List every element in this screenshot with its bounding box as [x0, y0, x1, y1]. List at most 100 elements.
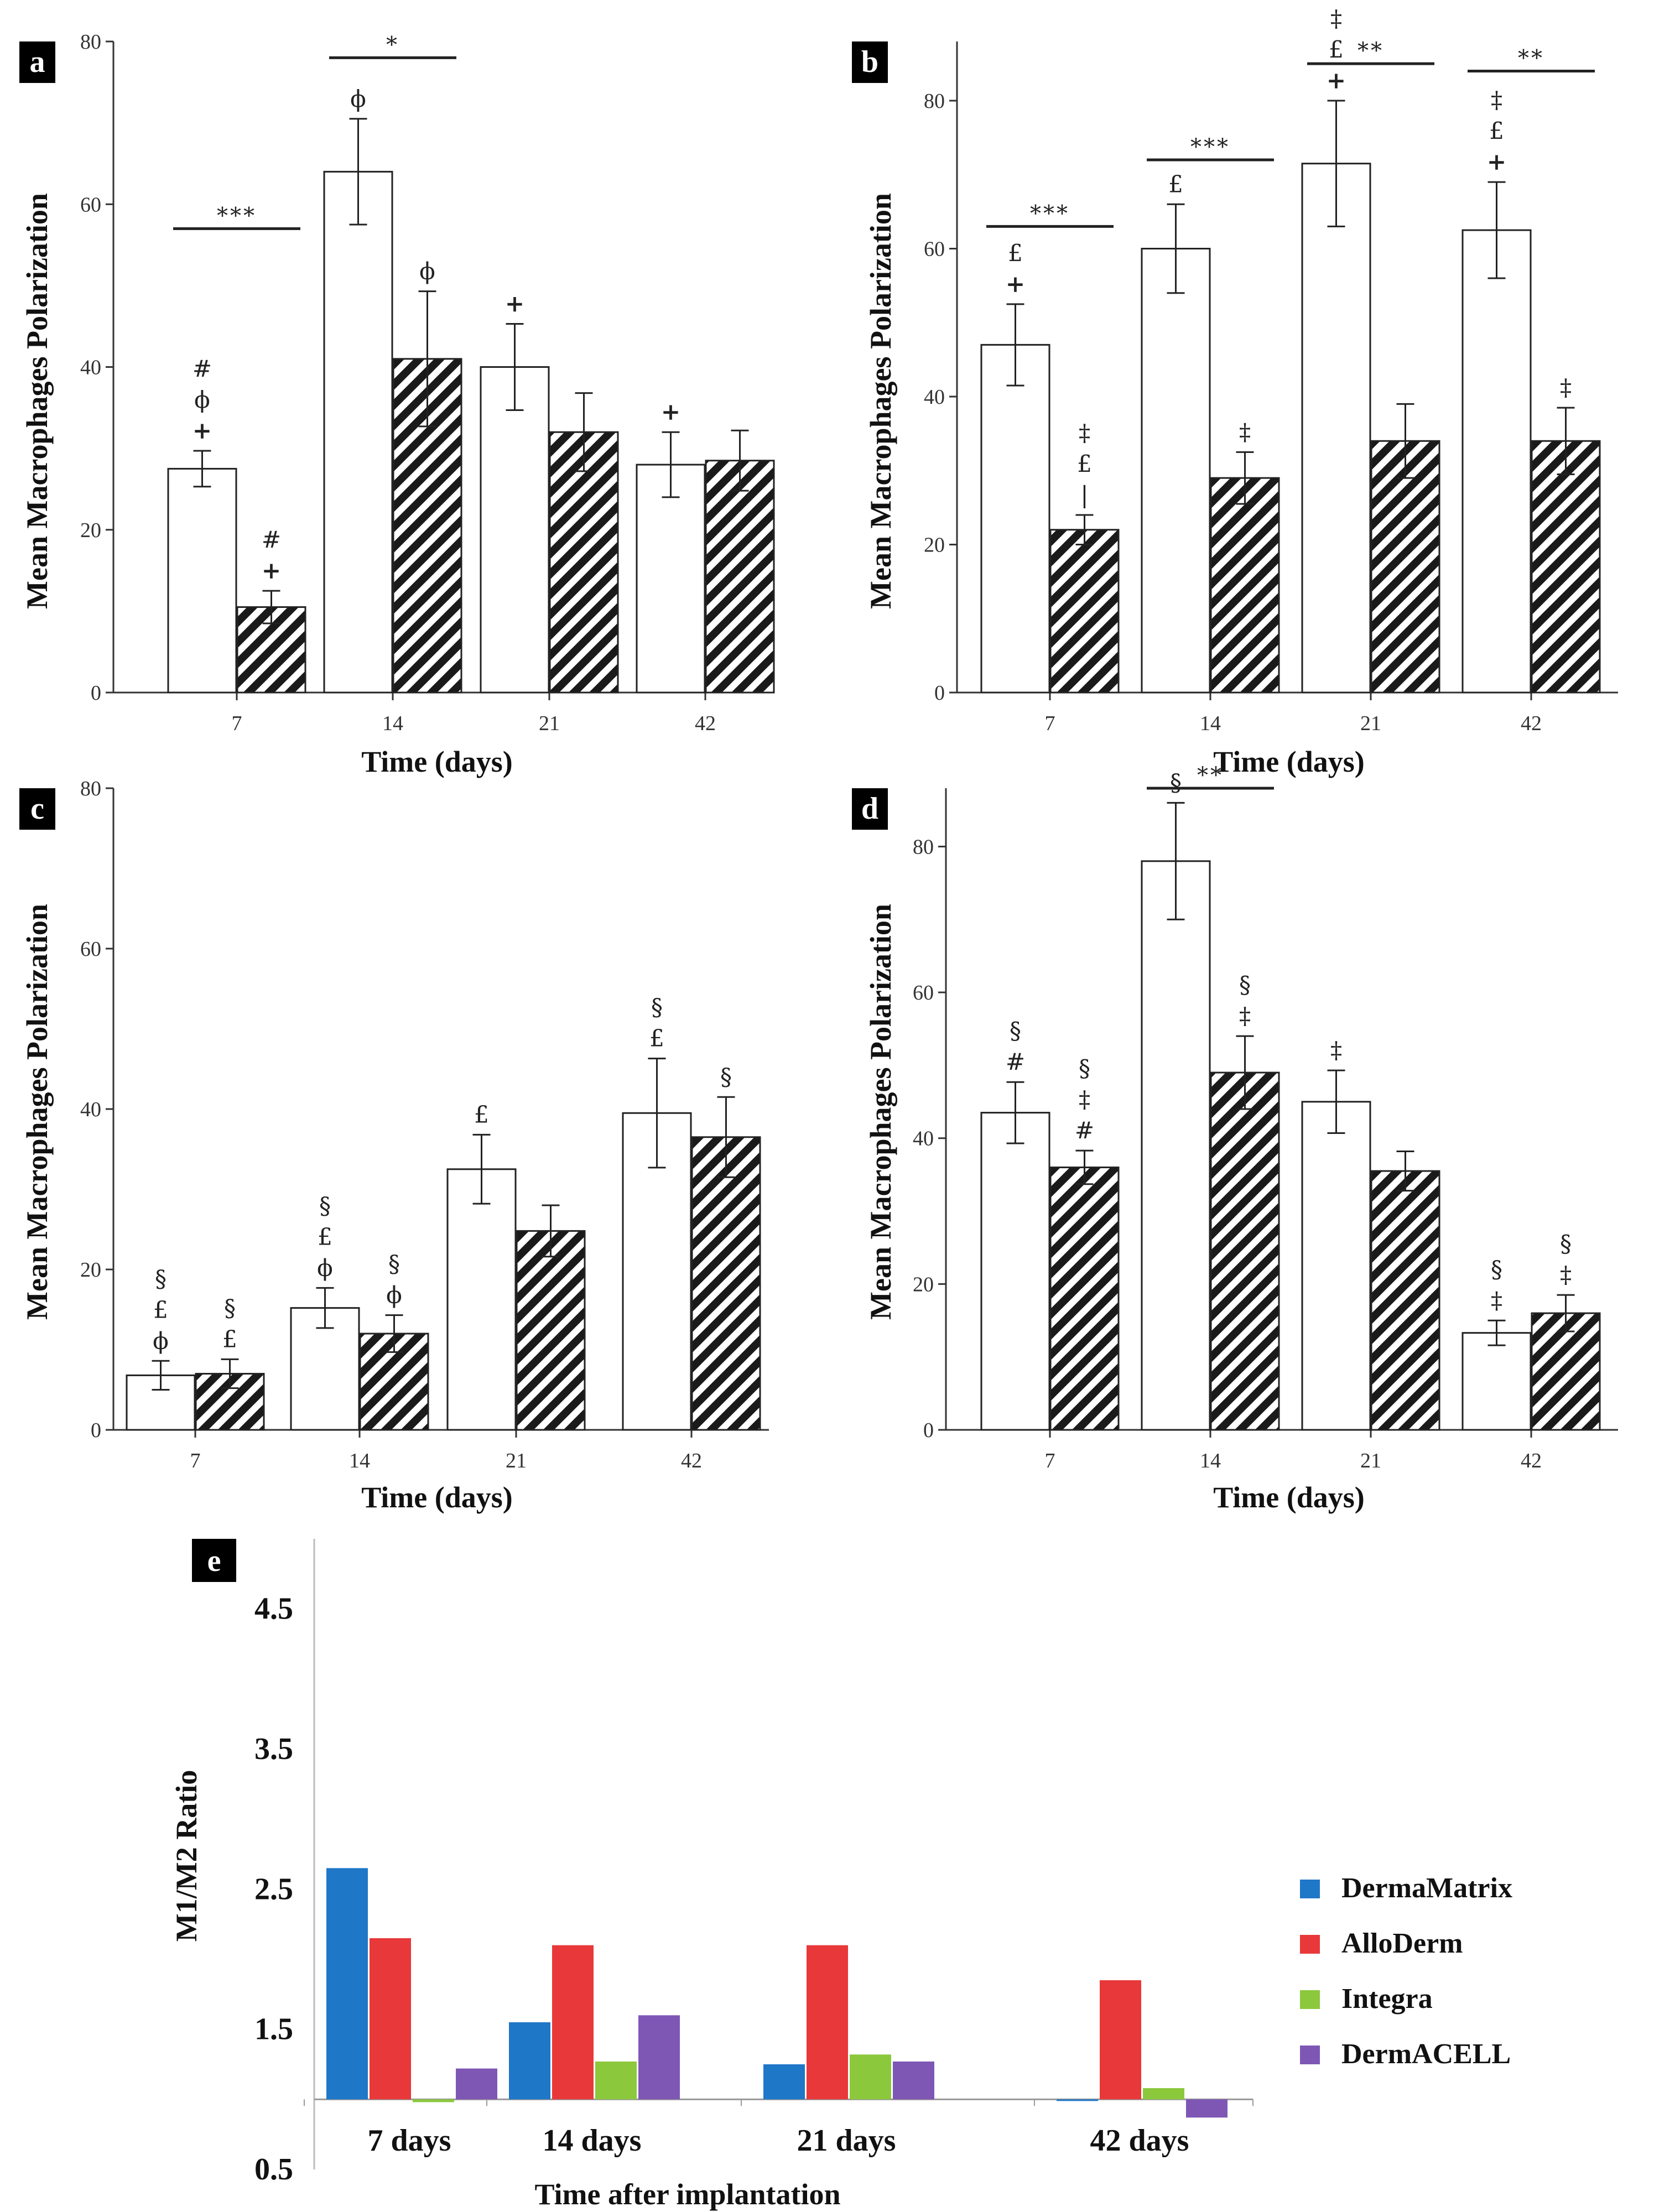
x-axis-title: Time (days) — [1213, 1481, 1365, 1514]
y-tick-label: 80 — [80, 777, 101, 800]
y-tick-label: 0 — [91, 681, 101, 705]
y-tick-label: 80 — [924, 90, 945, 113]
significance-marker: + — [1327, 67, 1346, 94]
bar-dermamatrix-7-days — [326, 1868, 368, 2100]
legend-label-dermacell: DermACELL — [1341, 2038, 1511, 2070]
panel-label-box — [19, 41, 55, 83]
bar-dermacell-14-days — [638, 2015, 680, 2100]
bar-dermamatrix-42-days — [1057, 2099, 1098, 2101]
x-tick-label: 42 days — [1090, 2123, 1189, 2158]
x-tick-label: 42 — [1521, 712, 1542, 735]
significance-marker: § — [388, 1251, 400, 1278]
significance-marker: ‡ — [1239, 418, 1251, 445]
x-tick-label: 14 — [1200, 712, 1221, 735]
bar-m2-42 — [691, 1136, 761, 1431]
x-axis-title: Time after implantation — [535, 2178, 841, 2211]
significance-marker: § — [720, 1063, 732, 1090]
x-axis-title: Time (days) — [361, 745, 513, 778]
bar-m2-14 — [1210, 477, 1280, 694]
x-tick-label: 14 — [1200, 1449, 1221, 1472]
significance-marker: £ — [1008, 240, 1023, 267]
significance-marker: + — [1006, 270, 1025, 298]
legend-swatch-dermamatrix — [1300, 1880, 1320, 1898]
significance-marker: § — [155, 1265, 167, 1292]
bar-integra-42-days — [1143, 2088, 1184, 2100]
significance-marker: ‡ — [1560, 1261, 1572, 1288]
bar-integra-21-days — [850, 2054, 891, 2100]
y-tick-label: 60 — [913, 981, 934, 1004]
significance-marker: £ — [1168, 170, 1183, 197]
legend-swatch-integra — [1300, 1990, 1320, 2009]
bar-alloderm-7-days — [370, 1938, 411, 2100]
bar-m1-14 — [1141, 860, 1211, 1431]
significance-label: *** — [1190, 134, 1230, 160]
bar-m1-42 — [1461, 229, 1532, 694]
y-tick-label: 20 — [80, 1258, 101, 1282]
bar-m1-14 — [323, 170, 393, 694]
bar-alloderm-42-days — [1100, 1980, 1141, 2100]
bar-integra-7-days — [413, 2099, 454, 2102]
legend-label-dermamatrix: DermaMatrix — [1341, 1872, 1512, 1904]
y-tick-label: 20 — [924, 534, 945, 557]
x-tick-label: 7 — [190, 1449, 201, 1472]
significance-marker: # — [1075, 1117, 1094, 1144]
x-tick-label: 21 — [1360, 1449, 1381, 1472]
y-tick-label: 0 — [91, 1419, 101, 1442]
significance-marker: £ — [222, 1325, 237, 1352]
significance-marker: ϕ — [419, 258, 435, 285]
x-tick-label: 21 days — [797, 2123, 896, 2158]
significance-marker: ϕ — [194, 386, 210, 413]
y-tick-label: 80 — [80, 30, 101, 54]
significance-marker: £ — [649, 1025, 664, 1052]
y-tick-label: 20 — [913, 1273, 934, 1296]
legend-swatch-dermacell — [1300, 2046, 1320, 2064]
y-axis-title: Mean Macrophages Polarization — [864, 193, 897, 609]
y-axis-title: Mean Macrophages Polarization — [864, 904, 897, 1320]
y-tick-label: 2.5 — [254, 1872, 293, 1906]
significance-label: ** — [1518, 46, 1544, 71]
x-tick-label: 21 — [1360, 712, 1381, 735]
significance-marker: ‡ — [1079, 419, 1090, 446]
panel-label: e — [207, 1544, 221, 1578]
x-tick-label: 21 — [506, 1449, 527, 1472]
bar-m2-7 — [1049, 529, 1120, 694]
legend-swatch-alloderm — [1300, 1935, 1320, 1954]
bar-dermamatrix-14-days — [509, 2022, 550, 2100]
significance-marker: § — [319, 1192, 331, 1219]
significance-marker: + — [661, 398, 680, 425]
x-tick-label: 14 — [349, 1449, 370, 1472]
panel-e: e 0.5 1.5 2.5 3.5 4.5 7 days 14 days 21 days 42 d… — [170, 1539, 1512, 2211]
panel-a: a 0 20 40 60 80 7 14 21 42 Time (days) Mean Macroph… — [19, 30, 775, 778]
panel-label: a — [30, 45, 45, 79]
bar-dermacell-21-days — [893, 2061, 934, 2100]
bar-dermacell-42-days — [1186, 2099, 1228, 2118]
significance-marker: § — [1010, 1017, 1021, 1044]
significance-marker: § — [1560, 1230, 1572, 1257]
y-axis-title: Mean Macrophages Polarization — [20, 904, 54, 1320]
panel-c: c 0 20 40 60 80 7 14 21 42 Time (days) Mean Macroph… — [19, 777, 769, 1514]
panel-label: c — [30, 792, 44, 826]
significance-marker: £ — [1077, 450, 1092, 477]
bar-m2-42 — [705, 460, 775, 694]
significance-marker: # — [1006, 1048, 1025, 1075]
y-tick-label: 40 — [80, 356, 101, 379]
x-tick-label: 14 days — [543, 2123, 642, 2158]
bar-m1-21 — [1301, 1101, 1371, 1431]
x-tick-label: 7 days — [368, 2123, 451, 2158]
y-tick-label: 40 — [80, 1098, 101, 1121]
significance-marker: § — [1079, 1055, 1090, 1082]
y-tick-label: 80 — [913, 835, 934, 858]
legend-label-alloderm: AlloDerm — [1341, 1928, 1463, 1959]
y-tick-label: 60 — [924, 238, 945, 261]
bar-m1-7 — [980, 1112, 1050, 1431]
bar-dermamatrix-21-days — [763, 2064, 805, 2100]
significance-marker: § — [651, 994, 663, 1021]
x-tick-label: 14 — [382, 712, 403, 735]
significance-marker: £ — [153, 1296, 168, 1323]
bar-alloderm-14-days — [552, 1945, 594, 2100]
x-tick-label: 7 — [1045, 712, 1055, 735]
significance-marker: ‡ — [1560, 374, 1572, 401]
bar-m2-42 — [1531, 1312, 1601, 1431]
x-axis-title: Time (days) — [361, 1481, 513, 1514]
